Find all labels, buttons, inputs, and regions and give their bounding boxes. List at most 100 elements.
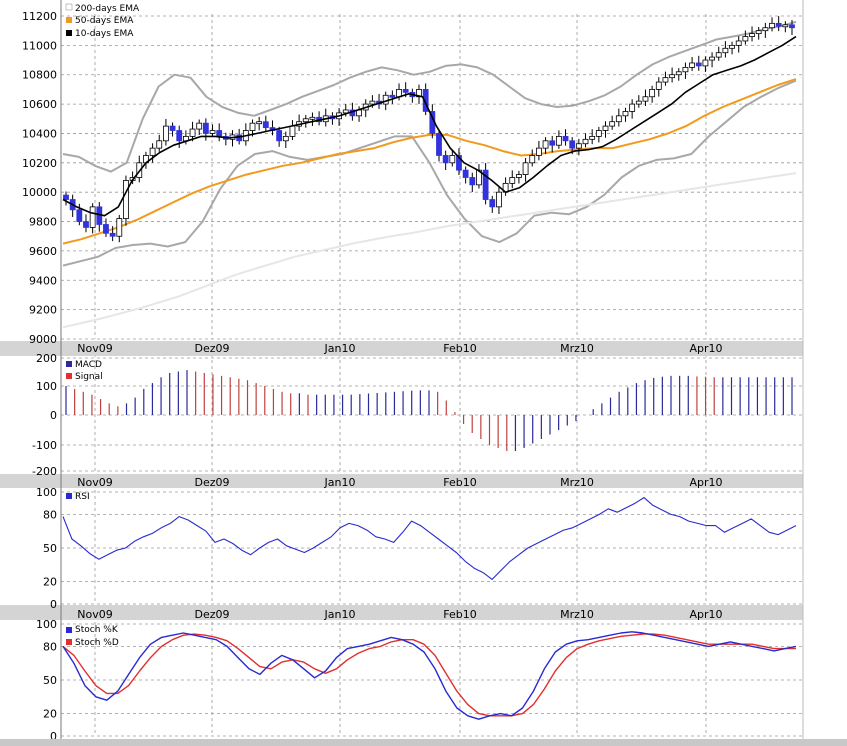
rsi-legend: RSI: [66, 492, 90, 502]
candle: [662, 71, 669, 86]
candle: [722, 41, 729, 58]
y-tick-label: 11200: [22, 10, 57, 23]
price-overlays: [62, 20, 797, 329]
candle: [555, 130, 562, 149]
candle: [389, 90, 396, 104]
stoch-lines: [62, 631, 797, 720]
candle: [669, 67, 676, 83]
x-tick-label: Dez09: [194, 342, 229, 355]
candle: [123, 175, 129, 226]
x-tick-label: Apr10: [689, 342, 722, 355]
panel-separator: [0, 474, 803, 488]
candle: [622, 107, 629, 122]
y-tick-label: 0: [50, 730, 57, 743]
x-tick-label: Mrz10: [560, 476, 594, 489]
candle: [789, 19, 795, 35]
price-candles: [63, 16, 795, 243]
rsi-line: [62, 497, 797, 580]
ema10-line: [62, 35, 797, 217]
candle: [449, 149, 456, 167]
candle: [462, 166, 469, 184]
x-tick-label: Jan10: [324, 476, 356, 489]
legend-signal: Signal: [75, 372, 103, 382]
ema50-line: [62, 78, 797, 245]
x-tick-label: Nov09: [77, 342, 112, 355]
candle: [735, 36, 742, 53]
y-tick-label: 50: [43, 542, 57, 555]
legend-macd: MACD: [75, 360, 102, 370]
price-panel: 9000 9200 9400 9600 9800 10000 10200 10400 10600…: [22, 3, 797, 346]
candle: [189, 121, 196, 142]
y-tick-label: 80: [43, 508, 57, 521]
candle: [422, 83, 429, 116]
candle: [609, 115, 616, 130]
candle: [63, 191, 69, 206]
candle: [549, 135, 556, 153]
x-axis-labels: Nov09 Dez09 Jan10 Feb10 Mrz10 Apr10 Nov09 Dez09…: [77, 342, 722, 621]
y-tick-label: 10200: [22, 157, 57, 170]
x-tick-label: Feb10: [443, 608, 476, 621]
y-tick-label: 9800: [29, 216, 57, 229]
candle: [649, 85, 656, 103]
candle: [542, 137, 549, 155]
candle: [282, 131, 289, 148]
panel-separator: [0, 341, 803, 356]
y-tick-label: 10600: [22, 98, 57, 111]
y-tick-label: 10800: [22, 69, 57, 82]
stoch-panel: 0 20 50 80 100 Stoch %K Stoch %D: [36, 618, 797, 743]
candle: [83, 214, 89, 233]
legend-swatch-stoch-k: [66, 627, 72, 633]
price-y-ticks: 9000 9200 9400 9600 9800 10000 10200 10400 10600…: [22, 10, 57, 346]
candle: [742, 30, 749, 45]
x-tick-label: Apr10: [689, 608, 722, 621]
legend-stoch-d: Stoch %D: [75, 638, 119, 648]
macd-bars: [65, 370, 793, 451]
candle: [702, 56, 709, 72]
x-tick-label: Mrz10: [560, 608, 594, 621]
x-tick-label: Nov09: [77, 608, 112, 621]
bottom-scrollbar[interactable]: [0, 739, 847, 746]
candle: [163, 118, 169, 146]
y-tick-label: -100: [32, 439, 57, 452]
bollinger-upper-line: [62, 20, 797, 173]
y-tick-label: 9600: [29, 245, 57, 258]
legend-stoch-k: Stoch %K: [75, 625, 119, 635]
legend-swatch-ema200: [65, 3, 73, 11]
macd-y-ticks: -200 -100 0 100 200: [32, 352, 57, 478]
candle: [595, 126, 602, 143]
y-tick-label: 9200: [29, 304, 57, 317]
candle: [709, 52, 715, 68]
candle: [642, 89, 649, 106]
candle: [695, 55, 702, 71]
panel-separators: [0, 341, 803, 620]
stoch-legend: Stoch %K Stoch %D: [66, 625, 119, 648]
y-tick-label: 11000: [22, 39, 57, 52]
stoch-k-line: [62, 631, 797, 720]
candle: [689, 56, 695, 72]
candle: [562, 129, 569, 146]
candle: [309, 112, 316, 126]
legend-ema200: 200-days EMA: [75, 4, 140, 14]
candle: [209, 124, 216, 138]
legend-swatch-macd: [66, 361, 72, 367]
candle: [262, 115, 269, 132]
panel-separator: [0, 605, 803, 620]
y-tick-label: 200: [36, 352, 57, 365]
candle: [602, 121, 609, 138]
candle: [582, 133, 589, 148]
candle: [256, 116, 263, 131]
x-tick-label: Dez09: [194, 608, 229, 621]
y-tick-label: -200: [32, 465, 57, 478]
candle: [469, 172, 476, 193]
x-tick-label: Jan10: [324, 608, 356, 621]
candle: [276, 126, 283, 147]
candle: [109, 226, 116, 242]
candle: [775, 16, 782, 32]
candle: [575, 138, 582, 156]
y-tick-label: 100: [36, 380, 57, 393]
macd-legend: MACD Signal: [66, 360, 103, 382]
y-tick-label: 50: [43, 674, 57, 687]
candle: [682, 62, 689, 79]
